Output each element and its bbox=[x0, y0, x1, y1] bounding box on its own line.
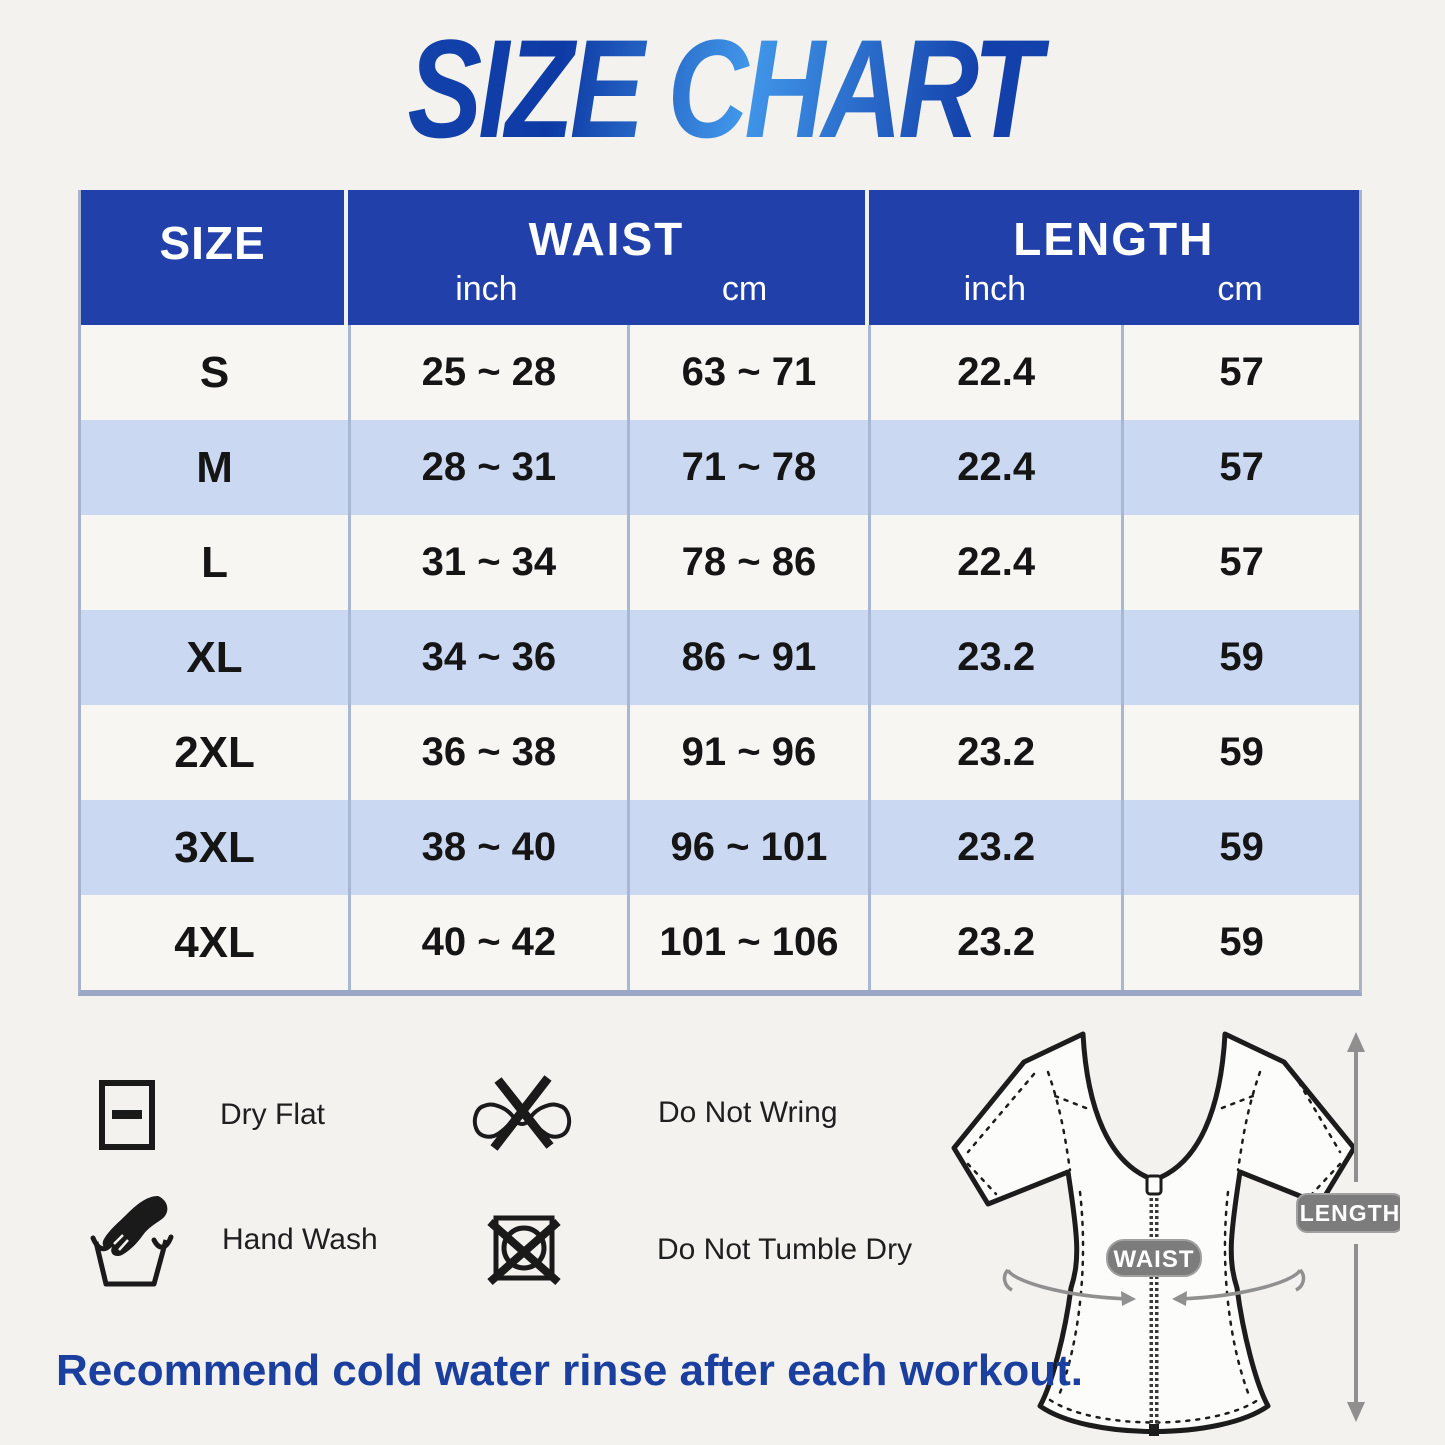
length-cm-unit: cm bbox=[1217, 270, 1263, 308]
cell-waist-inch: 25 ~ 28 bbox=[348, 325, 627, 420]
care-item-dry-flat: Dry Flat bbox=[98, 1080, 325, 1150]
cell-length-inch: 22.4 bbox=[868, 515, 1121, 610]
cell-length-cm: 59 bbox=[1121, 610, 1359, 705]
cell-waist-inch: 31 ~ 34 bbox=[348, 515, 627, 610]
table-header: SIZE WAIST inch cm LENGTH inch cm bbox=[81, 190, 1359, 325]
cell-waist-cm: 71 ~ 78 bbox=[626, 420, 869, 515]
cell-size: 4XL bbox=[174, 917, 255, 967]
header-waist-units: inch cm bbox=[348, 270, 864, 309]
care-label: Dry Flat bbox=[220, 1098, 325, 1131]
header-length-label: LENGTH bbox=[1013, 213, 1215, 265]
size-table: SIZE WAIST inch cm LENGTH inch cm S 25 ~ … bbox=[78, 190, 1362, 996]
cell-waist-cm: 96 ~ 101 bbox=[626, 800, 869, 895]
hand-wash-icon bbox=[90, 1196, 174, 1287]
cell-waist-inch: 38 ~ 40 bbox=[348, 800, 627, 895]
cell-size: 2XL bbox=[174, 727, 255, 777]
cell-length-cm: 57 bbox=[1121, 515, 1359, 610]
cell-waist-cm: 78 ~ 86 bbox=[626, 515, 869, 610]
cell-waist-inch: 34 ~ 36 bbox=[348, 610, 627, 705]
cell-size: M bbox=[196, 442, 233, 492]
cell-length-cm: 59 bbox=[1121, 800, 1359, 895]
table-row-xl: XL 34 ~ 36 86 ~ 91 23.2 59 bbox=[81, 610, 1359, 705]
cell-length-cm: 57 bbox=[1121, 420, 1359, 515]
cell-length-cm: 59 bbox=[1121, 705, 1359, 800]
cell-length-inch: 22.4 bbox=[868, 420, 1121, 515]
table-row-3xl: 3XL 38 ~ 40 96 ~ 101 23.2 59 bbox=[81, 800, 1359, 895]
cell-waist-inch: 40 ~ 42 bbox=[348, 895, 627, 990]
cell-length-inch: 23.2 bbox=[868, 895, 1121, 990]
header-waist-label: WAIST bbox=[528, 213, 685, 265]
do-not-tumble-dry-icon bbox=[487, 1215, 561, 1285]
cell-waist-inch: 28 ~ 31 bbox=[348, 420, 627, 515]
table-row-4xl: 4XL 40 ~ 42 101 ~ 106 23.2 59 bbox=[81, 895, 1359, 990]
table-row-s: S 25 ~ 28 63 ~ 71 22.4 57 bbox=[81, 325, 1359, 420]
cell-length-cm: 57 bbox=[1121, 325, 1359, 420]
table-row-2xl: 2XL 36 ~ 38 91 ~ 96 23.2 59 bbox=[81, 705, 1359, 800]
care-label: Do Not Tumble Dry bbox=[657, 1233, 913, 1266]
footer-note: Recommend cold water rinse after each wo… bbox=[56, 1346, 1083, 1395]
header-cell-waist: WAIST inch cm bbox=[348, 190, 865, 325]
length-badge-label: LENGTH bbox=[1300, 1200, 1400, 1226]
header-size-label: SIZE bbox=[159, 216, 266, 269]
care-item-hand-wash: Hand Wash bbox=[88, 1190, 378, 1290]
table-row-l: L 31 ~ 34 78 ~ 86 22.4 57 bbox=[81, 515, 1359, 610]
cell-length-cm: 59 bbox=[1121, 895, 1359, 990]
table-body: S 25 ~ 28 63 ~ 71 22.4 57 M 28 ~ 31 71 ~ 78 22.4… bbox=[81, 325, 1359, 990]
care-label: Do Not Wring bbox=[658, 1096, 838, 1129]
cell-waist-cm: 86 ~ 91 bbox=[626, 610, 869, 705]
header-cell-length: LENGTH inch cm bbox=[868, 190, 1359, 325]
dry-flat-icon bbox=[99, 1080, 155, 1150]
table-row-m: M 28 ~ 31 71 ~ 78 22.4 57 bbox=[81, 420, 1359, 515]
shirt-illustration-icon: WAIST LENGTH bbox=[951, 1031, 1404, 1436]
header-length-units: inch cm bbox=[869, 270, 1359, 309]
cell-length-inch: 22.4 bbox=[868, 325, 1121, 420]
cell-size: S bbox=[199, 347, 230, 397]
cell-waist-cm: 63 ~ 71 bbox=[626, 325, 869, 420]
care-label: Hand Wash bbox=[222, 1223, 378, 1256]
cell-waist-cm: 101 ~ 106 bbox=[626, 895, 869, 990]
cell-waist-cm: 91 ~ 96 bbox=[626, 705, 869, 800]
length-inch-unit: inch bbox=[963, 270, 1027, 308]
page-title: SIZE CHART bbox=[145, 14, 1301, 164]
header-cell-size: SIZE bbox=[81, 190, 345, 325]
shirt-diagram: WAIST LENGTH bbox=[928, 1012, 1404, 1440]
cell-size: XL bbox=[186, 632, 243, 682]
cell-size: 3XL bbox=[174, 822, 255, 872]
do-not-wring-icon bbox=[472, 1075, 572, 1151]
waist-badge-label: WAIST bbox=[1114, 1246, 1195, 1273]
cell-length-inch: 23.2 bbox=[868, 800, 1121, 895]
care-item-do-not-wring: Do Not Wring bbox=[470, 1072, 838, 1154]
cell-size: L bbox=[201, 537, 228, 587]
waist-inch-unit: inch bbox=[455, 270, 518, 308]
care-item-do-not-tumble-dry: Do Not Tumble Dry bbox=[482, 1208, 912, 1292]
cell-length-inch: 23.2 bbox=[868, 705, 1121, 800]
cell-waist-inch: 36 ~ 38 bbox=[348, 705, 627, 800]
cell-length-inch: 23.2 bbox=[868, 610, 1121, 705]
waist-cm-unit: cm bbox=[721, 270, 768, 308]
